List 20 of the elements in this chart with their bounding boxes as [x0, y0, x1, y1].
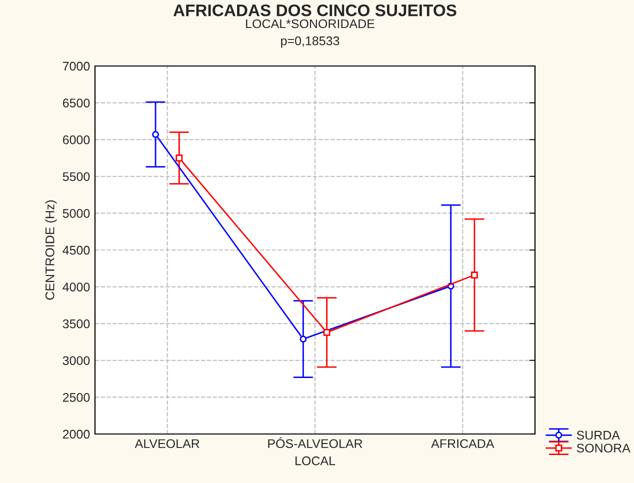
y-tick-label: 6500: [62, 98, 90, 108]
x-tick-label: AFRICADA: [431, 439, 494, 448]
chart-title: AFRICADAS DOS CINCO SUJEITOS: [173, 4, 456, 16]
x-tick-label: ALVEOLAR: [134, 439, 200, 448]
y-tick-label: 3000: [62, 356, 90, 366]
y-tick-label: 4000: [62, 282, 90, 292]
y-tick-label: 3500: [62, 319, 90, 328]
y-tick-label: 7000: [62, 62, 90, 71]
chart-subtitle: LOCAL*SONORIDADE p=0,18533: [246, 19, 374, 48]
legend-label: SURDA: [576, 430, 620, 440]
x-tick-label: PÓS-ALVEOLAR: [268, 437, 362, 448]
y-axis-title: CENTROIDE (Hz): [45, 200, 57, 300]
y-tick-label: 6000: [62, 135, 90, 144]
y-tick-label: 2000: [62, 430, 90, 439]
y-tick-label: 5500: [62, 172, 90, 182]
y-tick-label: 4500: [62, 246, 90, 255]
legend-label: SONORA: [576, 444, 630, 453]
y-tick-label: 5000: [62, 209, 90, 218]
y-tick-label: 2500: [62, 393, 90, 402]
x-axis-title: LOCAL: [296, 456, 336, 466]
